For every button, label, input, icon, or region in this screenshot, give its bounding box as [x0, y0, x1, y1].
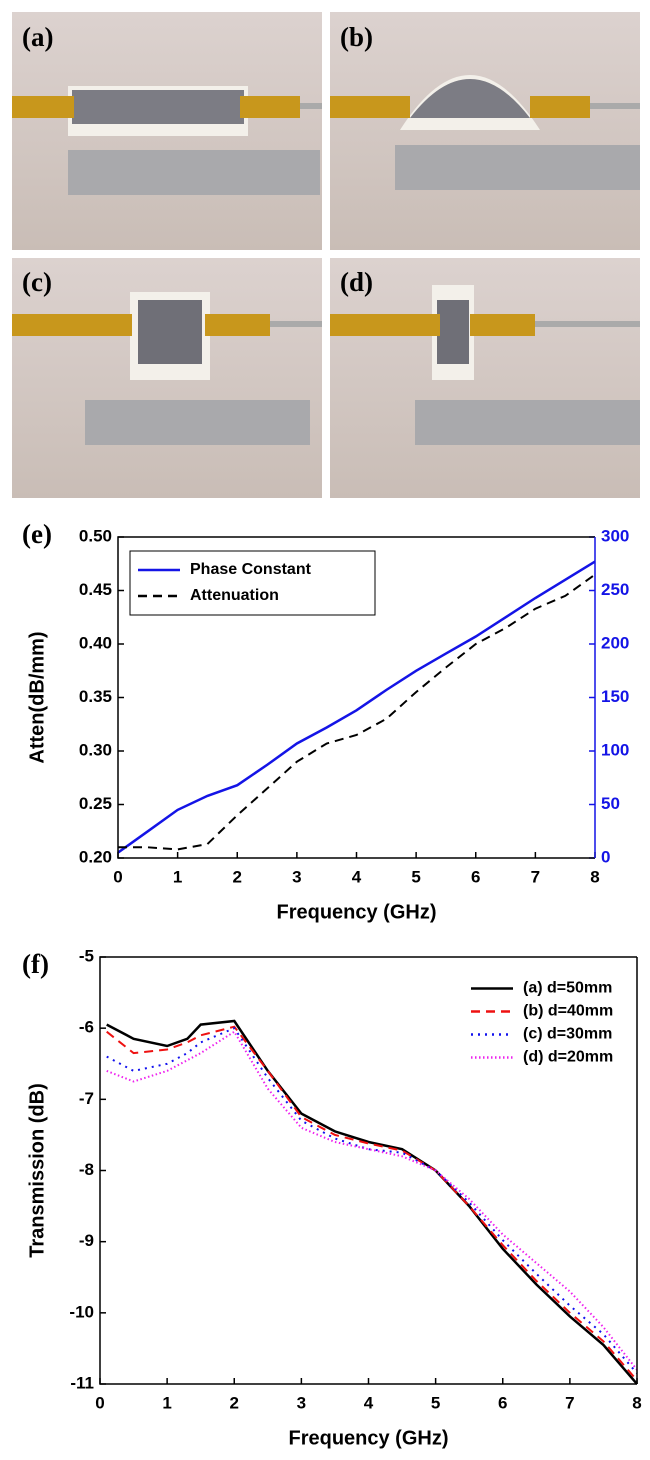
x-tick-label: 3: [297, 1393, 306, 1412]
x-tick-label: 6: [498, 1393, 507, 1412]
plot-frame: [117, 536, 595, 859]
y-tick-label: 0.25: [79, 794, 112, 813]
panel-label: (b): [340, 22, 373, 52]
x-tick-label: 5: [411, 867, 420, 886]
legend-label: Phase Constant: [190, 561, 312, 578]
x-tick-label: 8: [590, 867, 599, 886]
x-tick-label: 6: [471, 867, 480, 886]
legend-label: (d) d=20mm: [523, 1049, 613, 1066]
y-tick-label: -6: [79, 1018, 94, 1037]
y2-tick-label: 200: [601, 633, 629, 652]
y-tick-label: -8: [79, 1160, 94, 1179]
y-tick-label: 0.40: [79, 633, 112, 652]
y2-tick-label: 300: [601, 526, 629, 545]
y2-tick-label: 50: [601, 794, 620, 813]
legend-label: (c) d=30mm: [523, 1026, 612, 1043]
y2-tick-label: 0: [601, 847, 610, 866]
photo-panel: [330, 12, 640, 250]
panel-label: (d): [340, 267, 373, 297]
x-tick-label: 7: [531, 867, 540, 886]
y-tick-label: -10: [69, 1302, 94, 1321]
legend-label: (a) d=50mm: [523, 980, 612, 997]
x-tick-label: 0: [95, 1393, 104, 1412]
x-tick-label: 7: [565, 1393, 574, 1412]
x-tick-label: 1: [173, 867, 182, 886]
panel-label: (f): [22, 949, 49, 979]
x-axis-title: Frequency (GHz): [288, 1427, 448, 1449]
photo-panel: [12, 258, 322, 498]
x-tick-label: 3: [292, 867, 301, 886]
legend-label: Attenuation: [190, 587, 279, 604]
y-tick-label: 0.20: [79, 847, 112, 866]
data-line: [106, 1030, 638, 1371]
y-tick-label: 0.45: [79, 580, 112, 599]
y-tick-label: -7: [79, 1089, 94, 1108]
y-axis-title: Atten(dB/mm): [26, 631, 48, 763]
y2-tick-label: 250: [601, 580, 629, 599]
panel-label: (c): [22, 267, 52, 297]
legend-label: (b) d=40mm: [523, 1003, 613, 1020]
y2-tick-label: 100: [601, 740, 629, 759]
x-axis-title: Frequency (GHz): [276, 901, 436, 923]
y-axis-title: Transmission (dB): [26, 1083, 48, 1257]
x-tick-label: 2: [230, 1393, 239, 1412]
data-line: [106, 1026, 638, 1374]
x-tick-label: 1: [162, 1393, 171, 1412]
y-tick-label: 0.30: [79, 740, 112, 759]
y-tick-label: 0.35: [79, 687, 112, 706]
data-line: [117, 560, 596, 854]
y-tick-label: -11: [70, 1373, 94, 1392]
plot-frame: [99, 956, 637, 1385]
data-line: [106, 1019, 638, 1385]
x-tick-label: 8: [632, 1393, 641, 1412]
data-line: [118, 573, 596, 851]
x-tick-label: 4: [364, 1393, 374, 1412]
y2-tick-label: 150: [601, 687, 629, 706]
panel-label: (e): [22, 519, 52, 549]
legend-frame: [129, 550, 376, 616]
x-tick-label: 5: [431, 1393, 440, 1412]
photo-panel: [330, 258, 640, 498]
x-tick-label: 2: [233, 867, 242, 886]
y-tick-label: -9: [79, 1231, 94, 1250]
y-tick-label: -5: [79, 946, 94, 965]
y-tick-label: 0.50: [79, 526, 112, 545]
panel-label: (a): [22, 22, 53, 52]
photo-panel: [12, 12, 322, 250]
x-tick-label: 4: [352, 867, 362, 886]
data-line: [106, 1025, 638, 1382]
x-tick-label: 0: [113, 867, 122, 886]
